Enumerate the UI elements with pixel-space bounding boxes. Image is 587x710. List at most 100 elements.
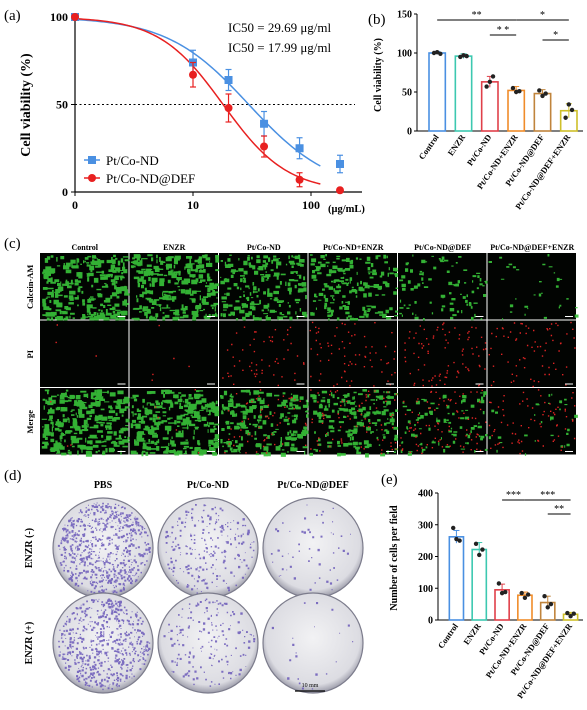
e-dot-5-0 (565, 610, 570, 616)
c-tile-r2-c5 (487, 388, 578, 456)
a-point-square-3 (260, 119, 269, 128)
c-tile-bg-r2-c4 (398, 388, 487, 455)
c-column-header-4: Pt/Co-ND@DEF (414, 243, 471, 252)
c-tile-bg-r1-c1 (129, 320, 218, 387)
b-category-label-1: ENZR (445, 132, 467, 158)
a-x-tick-label-0: 0 (72, 198, 78, 212)
d-row-label-1: ENZR (+) (24, 622, 35, 665)
b-bar-4 (533, 92, 552, 132)
c-green-signal-r2-c2 (220, 389, 312, 457)
e-dot-0-0 (451, 525, 456, 531)
c-tile-r0-c5 (487, 253, 579, 321)
a-y-tick-label-1: 50 (56, 98, 68, 112)
c-tile-r2-c4 (398, 388, 488, 456)
d-dish-r1-c1 (157, 592, 259, 694)
d-dish-plate-r1-c2 (262, 592, 364, 694)
e-bar-0 (448, 536, 465, 621)
c-green-signal-r0-c0 (42, 254, 133, 322)
d-dish-r0-c1 (157, 497, 259, 599)
panel-e-cell-count-bar-chart: Number of cells per field 0100200300400 … (389, 489, 583, 700)
e-y-tick-label-0: 0 (428, 616, 433, 627)
e-y-tick-label-2: 200 (418, 552, 433, 563)
b-dot-5-0 (563, 115, 568, 120)
c-tile-r1-c4 (398, 320, 487, 387)
c-green-signal-r0-c2 (220, 254, 308, 322)
d-column-header-2: Pt/Co-ND@DEF (277, 480, 349, 491)
e-dot-5-2 (571, 611, 576, 616)
c-green-signal-r0-c3 (310, 254, 400, 322)
c-tile-r1-c5 (487, 320, 576, 388)
e-dot-1-2 (480, 547, 485, 552)
d-row-label-0: ENZR (-) (24, 528, 35, 568)
b-y-tick-label-3: 150 (397, 10, 412, 21)
e-dot-2-2 (503, 589, 508, 595)
c-tile-bg-r1-c2 (219, 320, 308, 387)
e-dot-4-1 (545, 605, 550, 610)
d-scale-bar-label: 10 mm (302, 683, 319, 689)
b-category-label-2: Pt/Co-ND (465, 132, 494, 167)
e-dot-5-1 (568, 613, 573, 619)
e-dot-0-2 (457, 538, 462, 543)
c-tile-r0-c0 (40, 253, 133, 322)
panel-c-fluorescence-grid: Control ENZR Pt/Co-ND Pt/Co-ND+ENZR Pt/Co-ND… (25, 243, 579, 458)
d-dish-plate-r1-c1 (157, 592, 259, 694)
d-column-header-0: PBS (94, 480, 113, 491)
b-category-label-0: Control (416, 132, 441, 161)
a-point-circle-3 (260, 142, 269, 151)
b-dot-2-1 (487, 79, 493, 85)
e-y-tick-label-1: 100 (418, 584, 433, 595)
c-tile-bg-r0-c5 (487, 253, 576, 320)
c-tile-r2-c1 (129, 388, 221, 457)
c-green-signal-r2-c0 (41, 389, 132, 457)
c-tile-r2-c3 (308, 388, 400, 458)
a-legend-label-2: Pt/Co-ND@DEF (106, 171, 195, 186)
c-tile-r2-c2 (219, 388, 312, 457)
c-column-header-0: Control (71, 243, 98, 252)
a-legend-label-1: Pt/Co-ND (106, 153, 159, 168)
e-y-tick-label-3: 300 (418, 520, 433, 531)
b-dot-2-0 (484, 84, 489, 89)
panel-c-letter: (c) (4, 236, 21, 252)
b-dot-2-2 (490, 74, 496, 79)
c-column-header-1: ENZR (163, 243, 185, 252)
a-y-tick-label-0: 0 (62, 185, 68, 199)
c-tile-r0-c4 (398, 253, 489, 321)
a-x-tick-label-2: 100 (302, 198, 320, 212)
c-tile-r0-c3 (308, 253, 400, 322)
c-column-header-2: Pt/Co-ND (247, 243, 281, 252)
c-tile-bg-r1-c5 (487, 320, 576, 387)
c-red-signal-r1-c5 (488, 321, 576, 388)
e-category-label-1: ENZR (461, 621, 483, 647)
c-green-signal-r0-c4 (399, 254, 489, 321)
a-legend-marker-circle (88, 174, 96, 182)
b-sig-label-1: * * (497, 25, 510, 36)
e-y-tick-label-4: 400 (418, 489, 433, 500)
panel-e-letter: (e) (381, 472, 398, 488)
c-tile-r1-c2 (219, 320, 308, 387)
panel-d-letter: (d) (4, 468, 22, 484)
c-tile-r0-c1 (129, 253, 222, 323)
c-tile-bg-r1-c3 (308, 320, 397, 387)
a-point-circle-4 (295, 175, 304, 184)
b-y-tick-label-1: 50 (402, 88, 412, 99)
a-point-square-2 (224, 76, 233, 84)
b-bar-0 (428, 52, 447, 132)
e-dot-3-2 (525, 592, 531, 597)
e-sig-label-2: ** (554, 504, 564, 515)
d-colonies-r0-c0 (57, 502, 151, 596)
c-column-header-3: Pt/Co-ND+ENZR (323, 243, 384, 252)
e-dot-3-1 (522, 595, 528, 600)
d-colonies-r1-c1 (163, 598, 256, 687)
c-row-label-0: Calcein-AM (25, 265, 35, 309)
b-dot-5-1 (566, 102, 572, 107)
e-bar-1 (471, 548, 488, 621)
a-point-square-4 (295, 144, 304, 153)
panel-d-colony-assay: PBS Pt/Co-ND Pt/Co-ND@DEF ENZR (-) ENZR (+)… (24, 480, 364, 694)
b-bar-1 (454, 55, 473, 132)
b-dot-0-2 (438, 51, 443, 56)
c-green-signal-r0-c1 (130, 254, 222, 323)
c-tile-bg-r1-c0 (40, 320, 129, 387)
b-dot-3-2 (517, 89, 522, 94)
